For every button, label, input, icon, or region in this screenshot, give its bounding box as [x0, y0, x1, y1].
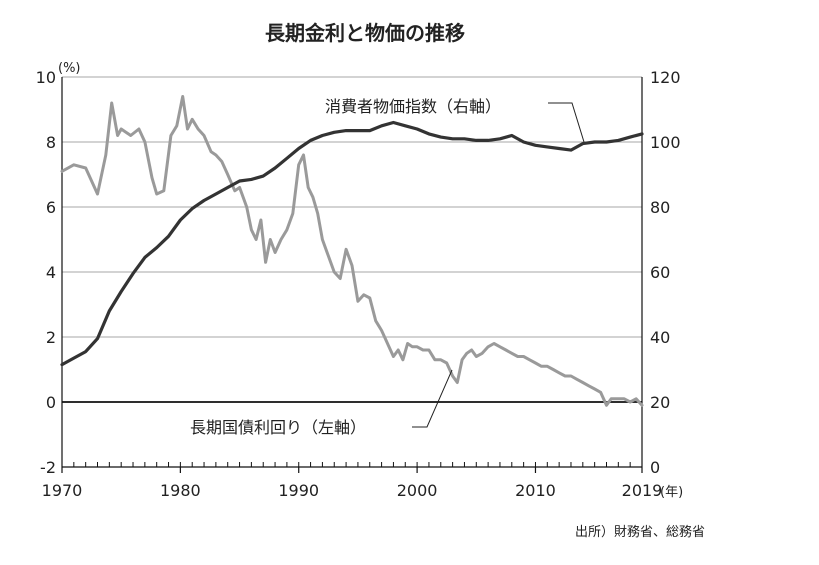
series-labels: 消費者物価指数（右軸） 長期国債利回り（左軸）: [190, 97, 585, 437]
grid-lines: [62, 76, 642, 468]
bond-series-label: 長期国債利回り（左軸）: [190, 418, 366, 437]
y-left-tick-label: 2: [46, 328, 56, 347]
y-right-tick-label: 60: [650, 263, 670, 282]
y-right-tick-label: 20: [650, 393, 670, 412]
y-left-tick-label: 8: [46, 133, 56, 152]
y-left-tick-label: 6: [46, 198, 56, 217]
y-left-tick-label: 10: [36, 68, 56, 87]
cpi-series-label: 消費者物価指数（右軸）: [325, 97, 501, 116]
source-note: 出所）財務省、総務省: [575, 525, 705, 540]
series-lines: [60, 95, 644, 407]
y-right-tick-label: 40: [650, 328, 670, 347]
x-axis-unit: (年): [660, 485, 683, 500]
bond-leader-line: [412, 369, 453, 428]
x-tick-label: 1990: [278, 481, 319, 500]
chart-title: 長期金利と物価の推移: [265, 21, 465, 45]
y-right-tick-label: 120: [650, 68, 681, 87]
x-tick-label: 1970: [42, 481, 83, 500]
y-right-tick-label: 100: [650, 133, 681, 152]
x-tick-label: 2000: [397, 481, 438, 500]
bond-yield-line: [60, 95, 644, 407]
x-tick-label: 2019: [622, 481, 663, 500]
y-left-unit: (%): [58, 61, 81, 76]
y-left-tick-label: 0: [46, 393, 56, 412]
cpi-leader-line: [548, 102, 585, 143]
cpi-line: [60, 120, 644, 367]
y-right-tick-label: 0: [650, 458, 660, 477]
y-left-tick-label: -2: [40, 458, 56, 477]
x-tick-label: 2010: [515, 481, 556, 500]
y-right-tick-label: 80: [650, 198, 670, 217]
x-tick-label: 1980: [160, 481, 201, 500]
y-left-tick-label: 4: [46, 263, 56, 282]
